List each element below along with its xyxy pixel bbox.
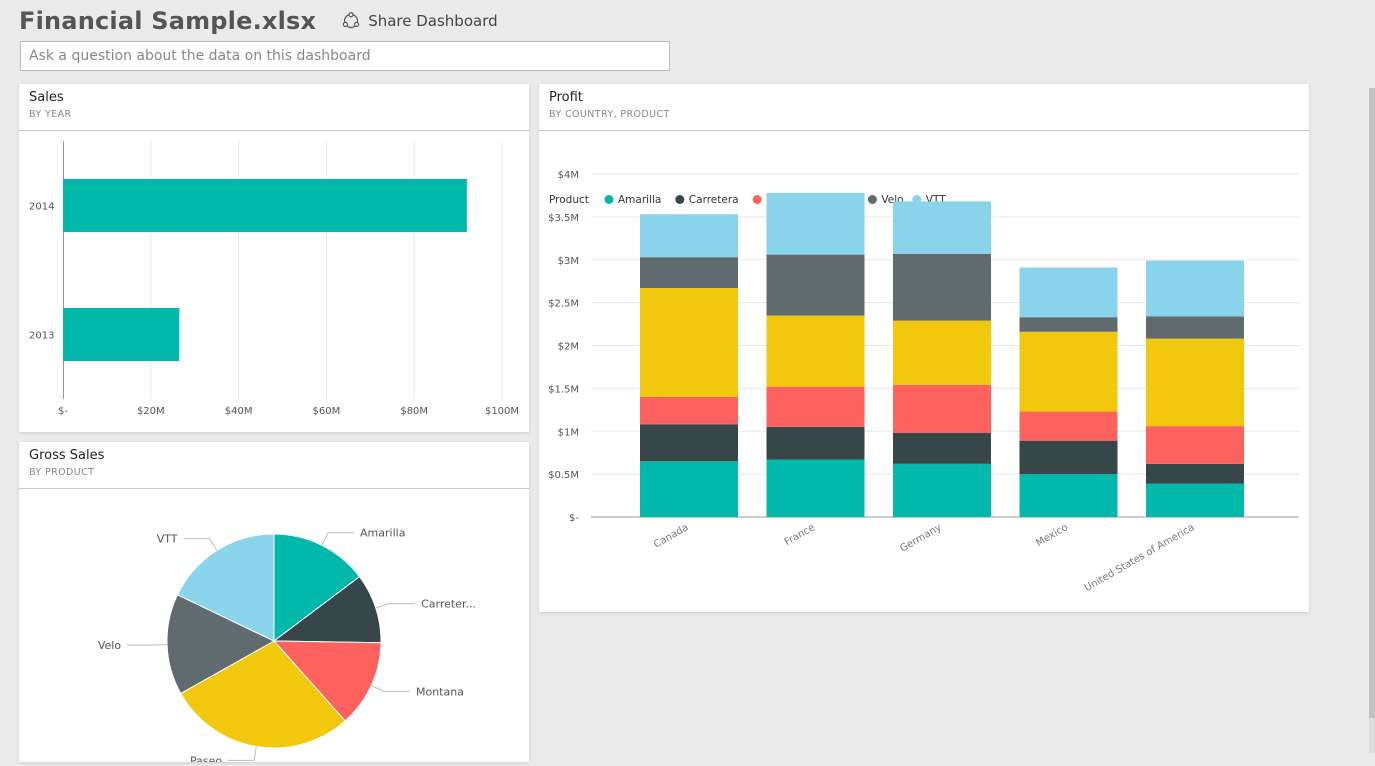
profit-legend-label: Amarilla xyxy=(618,194,661,206)
profit-tile[interactable]: Profit BY COUNTRY, PRODUCT $- $0.5M $1M $1.… xyxy=(539,84,1309,612)
profit-legend-marker xyxy=(753,195,762,204)
profit-bar-segment xyxy=(1020,267,1118,317)
sales-tile-title: Sales xyxy=(29,90,519,106)
profit-bar-segment xyxy=(1146,484,1244,517)
profit-bar-segment xyxy=(893,201,991,253)
share-dashboard-button[interactable]: Share Dashboard xyxy=(342,12,497,30)
profit-legend-marker xyxy=(868,195,877,204)
profit-bar-segment xyxy=(767,387,865,427)
profit-y-tick-label: $1.5M xyxy=(548,384,579,395)
sales-y-tick-label: 2014 xyxy=(29,202,54,213)
profit-bar-segment xyxy=(1020,441,1118,474)
profit-stacked-bar-chart: $- $0.5M $1M $1.5M $2M $2.5M $3M $3.5M $4M Produc… xyxy=(539,131,1309,612)
profit-bar-segment xyxy=(640,288,738,397)
profit-bar-segment xyxy=(893,433,991,464)
profit-bar-segment xyxy=(893,321,991,385)
sales-bar xyxy=(63,308,179,361)
sales-bar-chart: $- $20M $40M $60M $80M $100M 2014 2013 xyxy=(19,131,529,432)
profit-legend-label: Carretera xyxy=(689,194,739,206)
share-dashboard-label: Share Dashboard xyxy=(368,12,497,30)
sales-x-tick-label: $- xyxy=(58,406,68,417)
pie-leader-line xyxy=(184,539,217,551)
sales-tile-header: Sales BY YEAR xyxy=(19,84,529,131)
profit-x-tick-label: Germany xyxy=(898,522,943,555)
profit-tile-header: Profit BY COUNTRY, PRODUCT xyxy=(539,84,1309,131)
profit-y-tick-label: $1M xyxy=(558,427,579,438)
gross-sales-tile-title: Gross Sales xyxy=(29,448,519,464)
sales-tile[interactable]: Sales BY YEAR $- $20M $40M $60M $80M $100M 201… xyxy=(19,84,529,432)
dashboard-header: Financial Sample.xlsx Share Dashboard xyxy=(19,4,498,38)
pie-slice-label: Carreter... xyxy=(421,598,476,611)
sales-tile-subtitle: BY YEAR xyxy=(29,109,519,120)
pie-slice-label: Amarilla xyxy=(360,527,405,540)
profit-bar-segment xyxy=(893,385,991,433)
profit-bar-segment xyxy=(1020,474,1118,517)
sales-x-tick-label: $80M xyxy=(400,406,428,417)
pie-leader-line xyxy=(376,604,415,608)
profit-y-tick-label: $2M xyxy=(558,342,579,353)
profit-bar-segment xyxy=(1146,339,1244,426)
qa-question-input[interactable] xyxy=(20,41,670,71)
dashboard-title: Financial Sample.xlsx xyxy=(19,7,316,35)
profit-legend-title: Product xyxy=(549,194,589,206)
profit-y-tick-label: $0.5M xyxy=(548,470,579,481)
pie-slice-label: Velo xyxy=(98,639,121,652)
pie-slice-label: Paseo xyxy=(190,754,222,762)
profit-bar-segment xyxy=(1020,317,1118,332)
profit-bar-segment xyxy=(767,255,865,316)
profit-x-tick-label: United States of America xyxy=(1083,522,1197,594)
profit-x-tick-label: France xyxy=(783,522,817,548)
pie-leader-line xyxy=(228,747,256,761)
profit-x-tick-label: Canada xyxy=(652,522,690,551)
pie-slice-label: VTT xyxy=(157,533,178,546)
sales-bar xyxy=(63,179,467,232)
gross-sales-tile[interactable]: Gross Sales BY PRODUCT Amarilla Carreter.… xyxy=(19,442,529,762)
profit-legend-marker xyxy=(675,195,684,204)
profit-bar-segment xyxy=(640,397,738,424)
profit-bar-segment xyxy=(1146,316,1244,338)
profit-y-tick-label: $3M xyxy=(558,256,579,267)
page-scrollbar-thumb[interactable] xyxy=(1369,88,1375,718)
profit-bar-segment xyxy=(767,460,865,517)
gross-sales-tile-header: Gross Sales BY PRODUCT xyxy=(19,442,529,489)
profit-bar-segment xyxy=(893,464,991,517)
profit-bar-segment xyxy=(640,461,738,517)
profit-bar-segment xyxy=(893,254,991,321)
profit-bar-segment xyxy=(640,257,738,288)
profit-y-tick-label: $2.5M xyxy=(548,299,579,310)
sales-x-tick-label: $60M xyxy=(313,406,341,417)
profit-bar-segment xyxy=(1146,464,1244,484)
pie-leader-line xyxy=(371,686,410,692)
profit-bar-segment xyxy=(640,424,738,461)
profit-bar-segment xyxy=(767,193,865,255)
profit-legend-marker xyxy=(605,195,614,204)
profit-x-tick-label: Mexico xyxy=(1034,522,1070,549)
pie-slice-label: Montana xyxy=(416,685,464,698)
profit-bar-segment xyxy=(767,427,865,460)
profit-bar-segment xyxy=(640,214,738,257)
profit-y-tick-label: $4M xyxy=(558,170,579,181)
profit-bar-segment xyxy=(1020,412,1118,441)
share-icon xyxy=(342,12,360,30)
sales-x-tick-label: $100M xyxy=(485,406,519,417)
profit-tile-title: Profit xyxy=(549,90,1299,106)
profit-bar-segment xyxy=(1146,426,1244,464)
sales-y-tick-label: 2013 xyxy=(29,331,54,342)
profit-bar-segment xyxy=(1146,261,1244,317)
sales-x-tick-label: $20M xyxy=(137,406,165,417)
profit-y-tick-label: $3.5M xyxy=(548,213,579,224)
page-scrollbar[interactable] xyxy=(1369,88,1375,753)
profit-tile-subtitle: BY COUNTRY, PRODUCT xyxy=(549,109,1299,120)
gross-sales-tile-subtitle: BY PRODUCT xyxy=(29,467,519,478)
gross-sales-pie-chart: Amarilla Carreter... Montana Paseo Velo VTT xyxy=(19,489,529,762)
pie-leader-line xyxy=(322,533,354,546)
sales-x-tick-label: $40M xyxy=(225,406,253,417)
profit-bar-segment xyxy=(767,315,865,386)
profit-y-tick-label: $- xyxy=(569,513,579,524)
profit-bar-segment xyxy=(1020,332,1118,412)
